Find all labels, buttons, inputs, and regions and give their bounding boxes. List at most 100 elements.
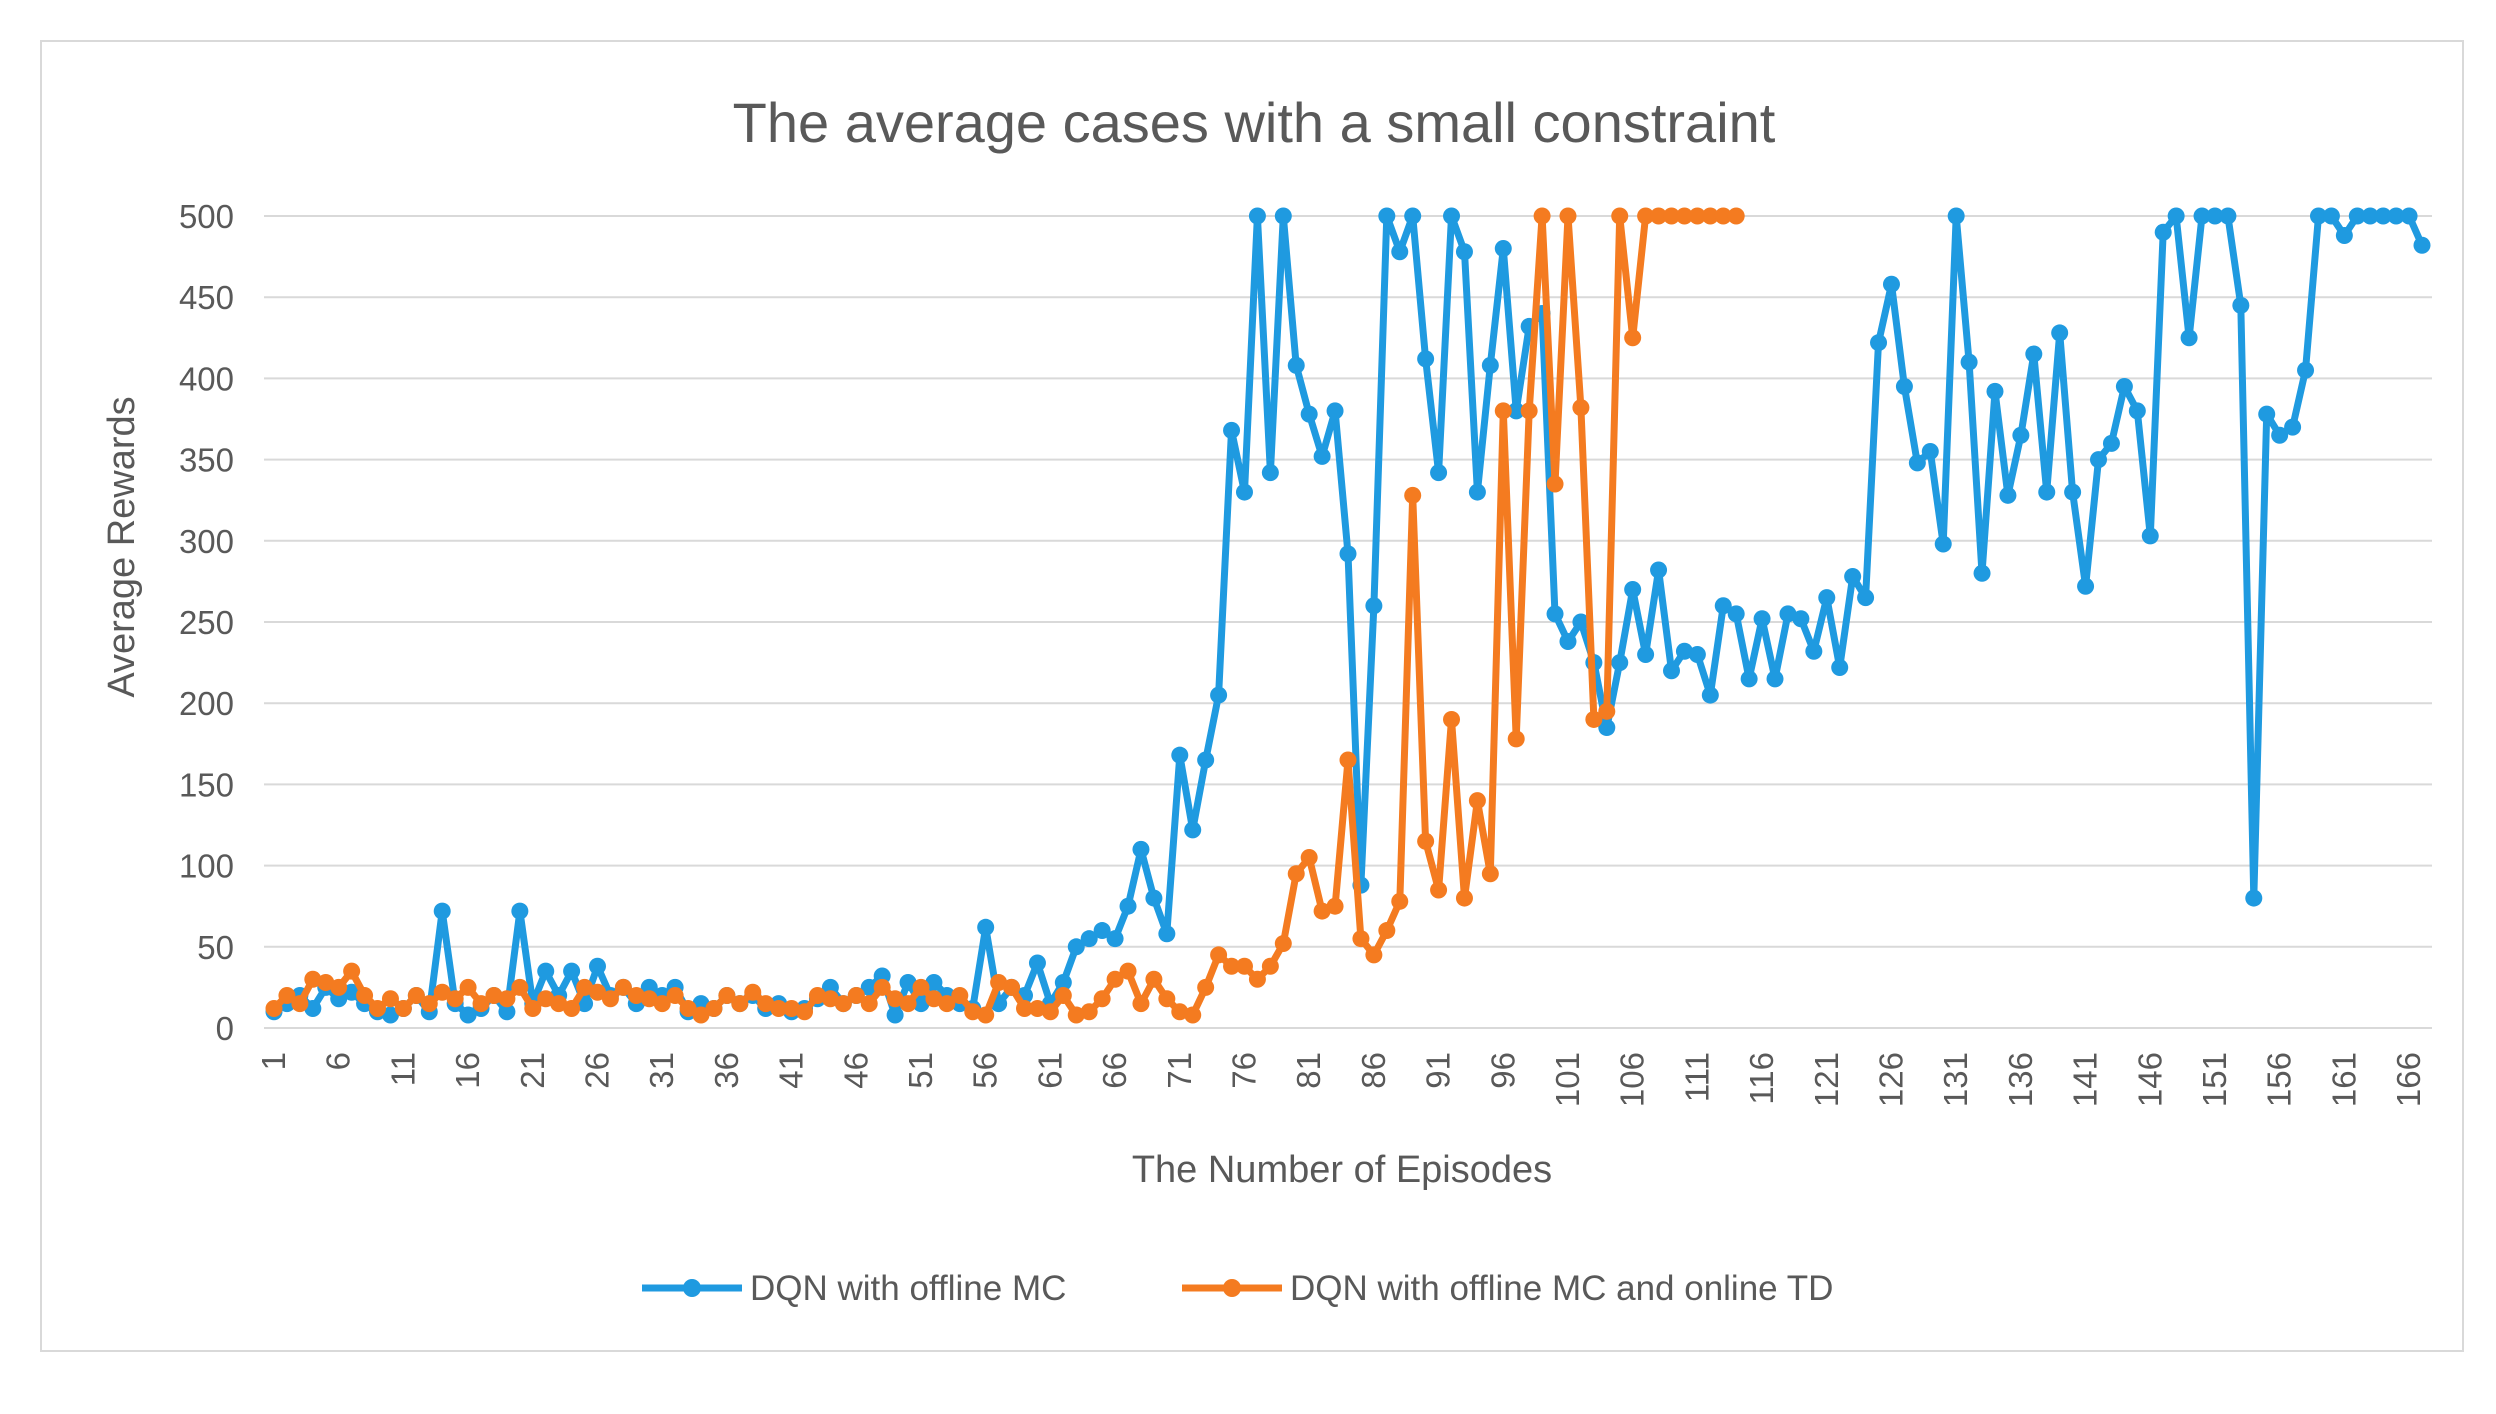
data-point — [679, 1000, 697, 1018]
data-point — [1895, 378, 1913, 396]
data-point — [1313, 447, 1331, 465]
data-point — [899, 974, 917, 992]
data-point — [1080, 930, 1098, 948]
data-point — [1973, 564, 1991, 582]
data-point — [666, 987, 684, 1005]
data-point — [524, 1000, 542, 1018]
data-point — [1223, 957, 1241, 975]
y-tick-label: 150 — [179, 766, 234, 803]
x-tick-label: 41 — [773, 1052, 810, 1089]
data-point — [1197, 978, 1215, 996]
data-point — [2141, 527, 2159, 545]
data-point — [912, 995, 930, 1013]
data-point — [2064, 483, 2082, 501]
x-tick-label: 81 — [1290, 1052, 1327, 1089]
data-point — [1145, 889, 1163, 907]
data-point — [1145, 970, 1163, 988]
data-point — [2038, 483, 2056, 501]
data-point — [977, 1006, 995, 1024]
data-point — [1611, 207, 1629, 225]
x-axis-ticks: 1 6 11 16 21 26 31 36 41 46 51 56 61 66 71 76 81 86 91 96 10… — [255, 1052, 2427, 1107]
data-point — [2271, 426, 2289, 444]
data-point — [1611, 654, 1629, 672]
data-point — [1520, 402, 1538, 420]
data-point — [925, 990, 943, 1008]
data-point — [1171, 1003, 1189, 1021]
x-tick-label: 56 — [967, 1052, 1004, 1089]
x-tick-label: 141 — [2067, 1052, 2104, 1107]
y-tick-label: 500 — [179, 198, 234, 235]
data-point — [770, 1000, 788, 1018]
data-point — [912, 978, 930, 996]
data-point — [304, 970, 322, 988]
data-point — [1714, 207, 1732, 225]
data-point — [343, 962, 361, 980]
legend-label: DQN with offline MC and online TD — [1290, 1269, 1833, 1308]
data-point — [1391, 243, 1409, 261]
data-point — [1132, 995, 1150, 1013]
data-point — [1572, 613, 1590, 631]
data-point — [1119, 897, 1137, 915]
data-point — [369, 1000, 387, 1018]
data-point — [731, 995, 749, 1013]
data-point — [938, 995, 956, 1013]
data-point — [2154, 223, 2172, 241]
y-tick-label: 400 — [179, 360, 234, 397]
data-point — [692, 1006, 710, 1024]
data-point — [291, 995, 309, 1013]
data-point — [1753, 610, 1771, 628]
data-point — [1404, 486, 1422, 504]
data-point — [1365, 597, 1383, 615]
x-tick-label: 116 — [1743, 1052, 1780, 1105]
x-tick-label: 146 — [2131, 1052, 2168, 1107]
data-point — [1960, 353, 1978, 371]
data-point — [1300, 405, 1318, 423]
y-tick-label: 200 — [179, 685, 234, 722]
data-point — [925, 974, 943, 992]
data-point — [1339, 751, 1357, 769]
data-point — [1326, 897, 1344, 915]
data-point — [808, 987, 826, 1005]
x-tick-label: 61 — [1031, 1052, 1068, 1089]
data-point — [1223, 421, 1241, 439]
data-point — [1844, 568, 1862, 586]
data-point — [304, 1000, 322, 1018]
data-point — [511, 978, 529, 996]
data-point — [420, 995, 438, 1013]
data-point — [1274, 207, 1292, 225]
data-point — [1792, 610, 1810, 628]
data-point — [563, 962, 581, 980]
data-point — [1766, 670, 1784, 688]
data-point — [1080, 1003, 1098, 1021]
data-point — [886, 1006, 904, 1024]
data-point — [1171, 746, 1189, 764]
data-point — [1067, 1006, 1085, 1024]
data-point — [821, 990, 839, 1008]
x-tick-label: 166 — [2390, 1052, 2427, 1107]
data-point — [563, 1000, 581, 1018]
series-1 — [265, 207, 2431, 1024]
data-point — [1818, 589, 1836, 607]
data-point — [1494, 239, 1512, 257]
data-point — [1688, 207, 1706, 225]
data-point — [1339, 545, 1357, 563]
data-point — [407, 987, 425, 1005]
data-point — [1443, 710, 1461, 728]
data-point — [1675, 207, 1693, 225]
data-point — [2219, 207, 2237, 225]
data-point — [1455, 889, 1473, 907]
line-chart: The average cases with a small constrain… — [101, 91, 2432, 1308]
data-point — [2051, 324, 2069, 342]
data-point — [1637, 645, 1655, 663]
x-axis-title: The Number of Episodes — [1132, 1149, 1552, 1191]
data-point — [1417, 350, 1435, 368]
x-tick-label: 46 — [837, 1052, 874, 1089]
data-point — [1106, 930, 1124, 948]
data-point — [1378, 207, 1396, 225]
data-point — [1481, 356, 1499, 374]
data-point — [2309, 207, 2327, 225]
x-tick-label: 96 — [1484, 1052, 1521, 1089]
data-point — [1468, 792, 1486, 810]
data-point — [1637, 207, 1655, 225]
data-point — [1650, 207, 1668, 225]
